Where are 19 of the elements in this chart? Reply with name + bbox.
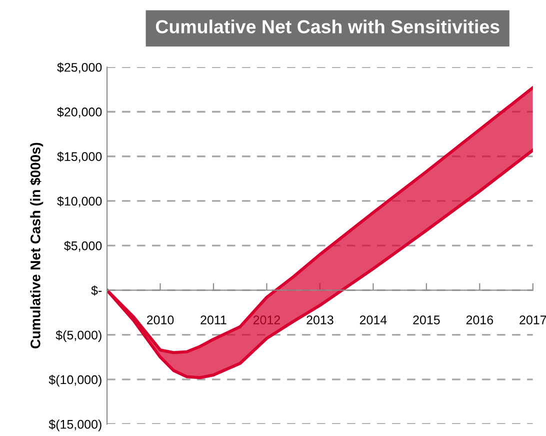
y-tick-label: $(10,000) bbox=[48, 374, 102, 387]
y-axis-title: Cumulative Net Cash (in $000s) bbox=[30, 142, 44, 348]
chart-title: Cumulative Net Cash with Sensitivities bbox=[156, 20, 500, 34]
y-tick-label: $20,000 bbox=[57, 107, 102, 118]
x-tick-label: 2011 bbox=[200, 316, 226, 324]
x-tick-label: 2013 bbox=[306, 316, 334, 324]
y-tick-label: $15,000 bbox=[57, 152, 102, 162]
y-tick-label: $(15,000) bbox=[48, 419, 102, 432]
y-tick-label: $- bbox=[91, 285, 102, 296]
x-tick-label: 2014 bbox=[360, 316, 387, 324]
x-tick-label: 2017 bbox=[520, 316, 546, 324]
x-tick-label: 2016 bbox=[466, 316, 494, 324]
y-tick-label: $10,000 bbox=[57, 196, 102, 208]
x-tick-label: 2015 bbox=[413, 316, 440, 324]
x-tick-label: 2010 bbox=[146, 316, 174, 324]
y-tick-label: $25,000 bbox=[57, 62, 102, 74]
y-tick-label: $5,000 bbox=[64, 240, 102, 252]
y-tick-label: $(5,000) bbox=[56, 330, 102, 342]
x-tick-label: 2012 bbox=[253, 316, 280, 324]
